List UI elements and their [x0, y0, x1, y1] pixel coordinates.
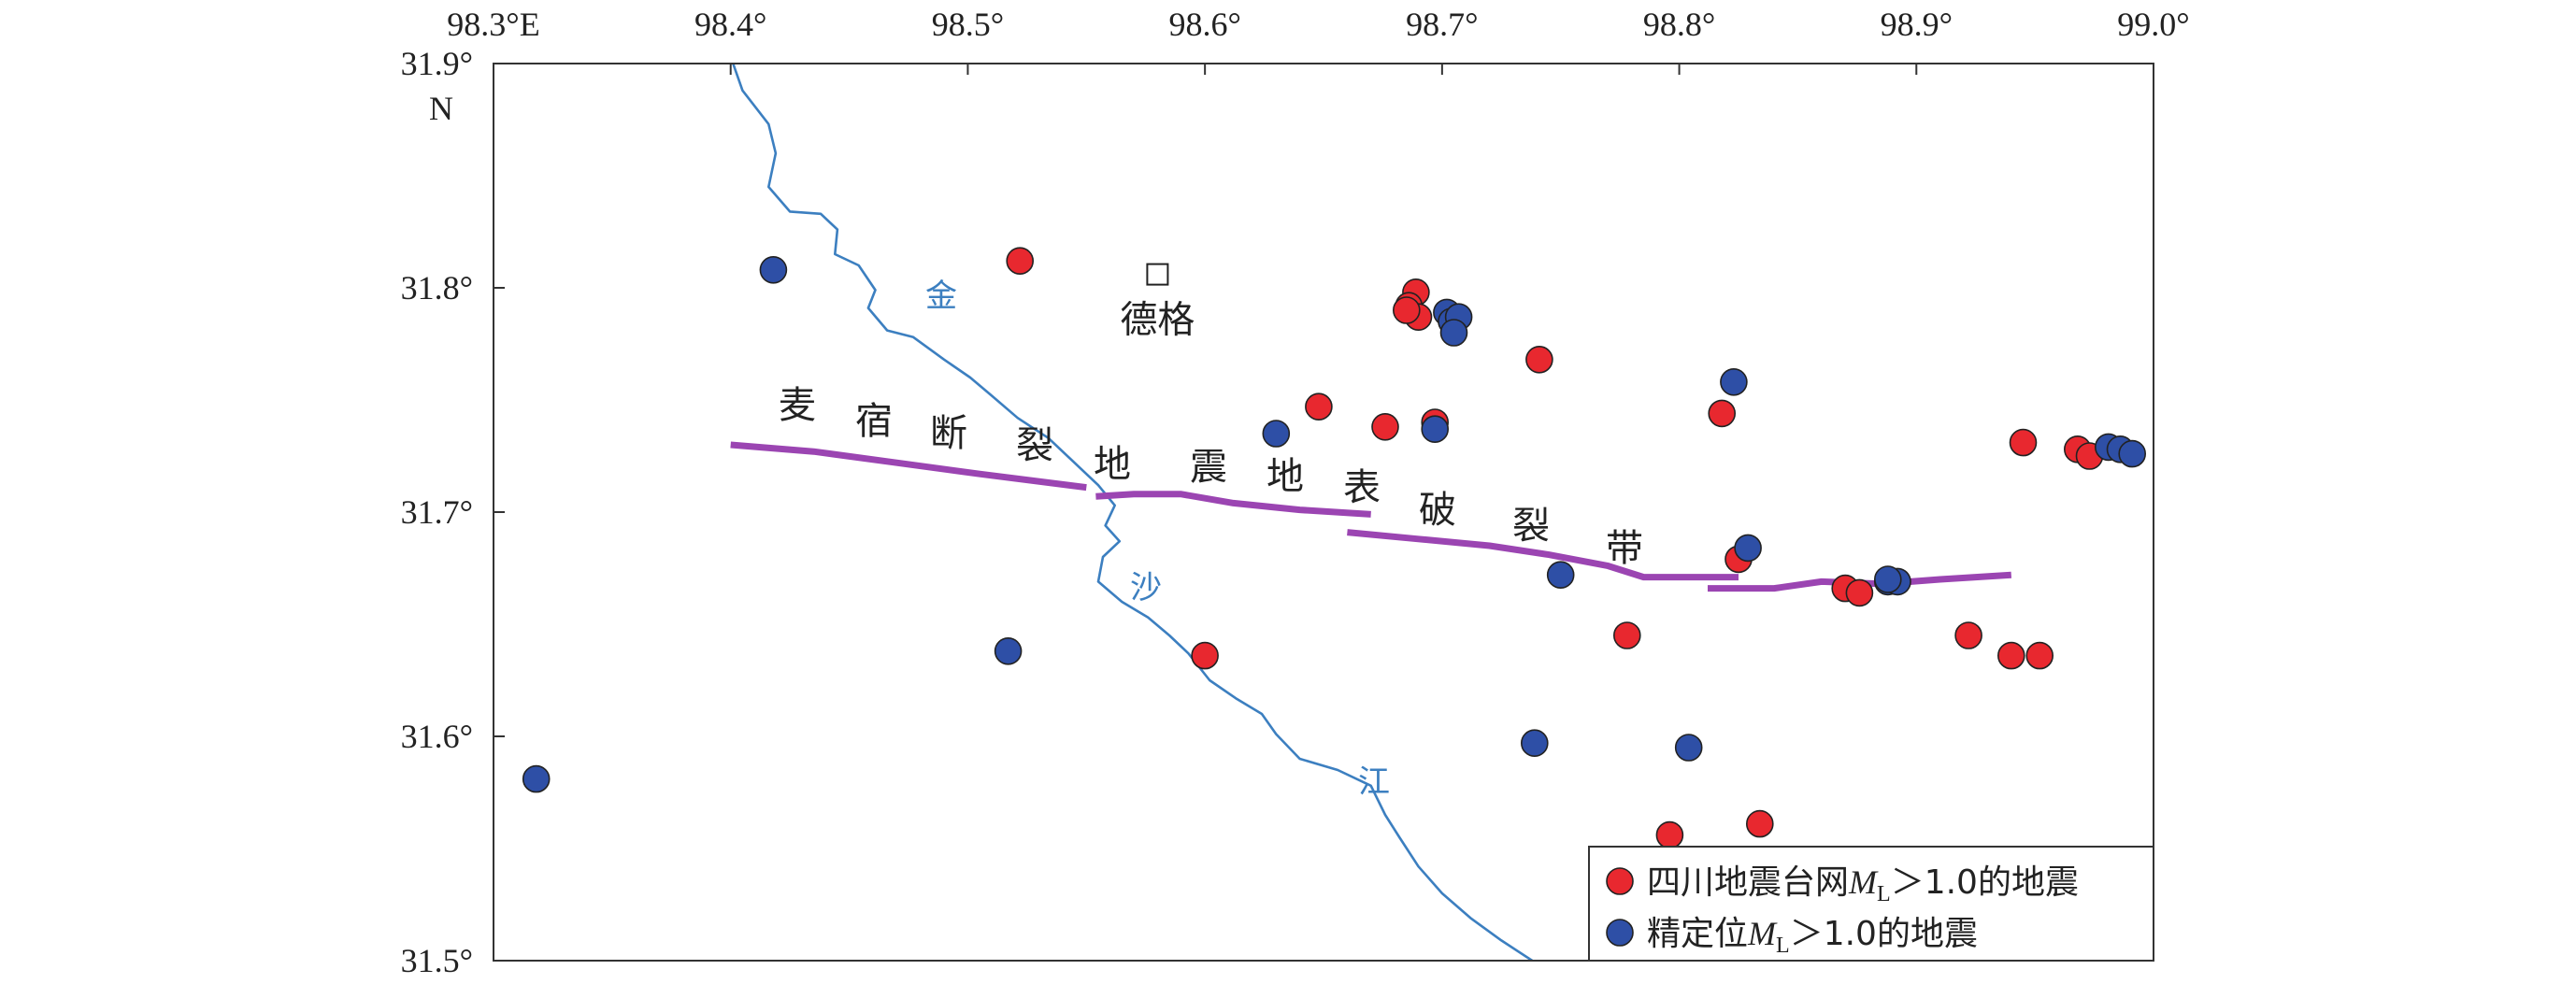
- earthquake-point-relocated: [994, 636, 1023, 665]
- x-tick-label: 98.8°: [1643, 6, 1715, 43]
- earthquake-point-relocated: [1262, 420, 1291, 448]
- river-name-char: 金: [925, 278, 957, 315]
- axis-ticks: 98.3°E 98.4° 98.5° 98.6° 98.7° 98.8° 98.9° 99.0…: [401, 6, 2190, 979]
- x-tick-label: 98.4°: [694, 6, 766, 43]
- earthquake-point-sichuan: [1613, 621, 1641, 649]
- x-tick-label: 99.0°: [2117, 6, 2189, 43]
- earthquake-point-sichuan: [2025, 641, 2054, 670]
- fault-name-char: 断: [930, 412, 967, 455]
- legend-entry: 精定位ML＞1.0的地震: [1647, 915, 1978, 958]
- earthquake-point-sichuan: [2009, 428, 2038, 457]
- fault-rupture-zone: [730, 441, 2012, 592]
- y-tick-label: 31.7°: [401, 493, 473, 531]
- legend-swatch: [1606, 919, 1634, 947]
- earthquake-point-relocated: [1874, 565, 1902, 593]
- legend-box: [1588, 846, 2154, 962]
- earthquake-point-sichuan: [1708, 399, 1736, 428]
- earthquake-point-relocated: [1734, 534, 1762, 563]
- fault-name-char: 震: [1190, 446, 1227, 489]
- fault-name-char: 破: [1419, 489, 1456, 532]
- north-label: N: [429, 90, 453, 127]
- legend-swatch: [1606, 867, 1634, 895]
- fault-segment: [1095, 491, 1371, 518]
- earthquake-point-relocated: [759, 255, 788, 284]
- fault-name-char: 地: [1094, 443, 1131, 486]
- earthquake-point-relocated: [1720, 367, 1748, 396]
- x-tick-label: 98.6°: [1168, 6, 1240, 43]
- map-labels: 德格金沙江麦宿断裂地震地表破 裂带: [779, 263, 1643, 801]
- town-marker: [1146, 263, 1169, 286]
- y-tick-label: 31.6°: [401, 718, 473, 755]
- earthquake-point-sichuan: [1191, 641, 1219, 670]
- fault-segment: [1347, 529, 1739, 581]
- earthquake-point-sichuan: [1371, 412, 1399, 441]
- earthquake-point-relocated: [1674, 734, 1703, 762]
- fault-name-char: 带: [1606, 527, 1643, 570]
- x-tick-label: 98.3°E: [447, 6, 539, 43]
- earthquake-point-relocated: [2118, 439, 2146, 468]
- legend-entry: 四川地震台网ML＞1.0的地震: [1647, 863, 2079, 906]
- earthquake-point-sichuan: [1393, 296, 1421, 324]
- earthquake-point-sichuan: [1655, 820, 1684, 849]
- earthquake-point-sichuan: [1305, 392, 1333, 421]
- town-label: 德格: [1120, 299, 1195, 342]
- fault-name-char: 裂: [1512, 505, 1550, 548]
- x-tick-label: 98.9°: [1881, 6, 1953, 43]
- earthquake-point-relocated: [1546, 561, 1575, 590]
- river-line: [732, 64, 1534, 961]
- jinsha-river: [732, 64, 1534, 961]
- x-tick-label: 98.7°: [1406, 6, 1478, 43]
- earthquake-point-sichuan: [1954, 621, 1982, 649]
- y-tick-label: 31.5°: [401, 942, 473, 979]
- earthquake-point-relocated: [522, 764, 551, 793]
- earthquake-point-sichuan: [1525, 345, 1553, 374]
- y-tick-label: 31.8°: [401, 269, 473, 307]
- earthquake-point-sichuan: [1997, 641, 2025, 670]
- earthquake-point-sichuan: [1845, 578, 1874, 607]
- earthquake-point-relocated: [1439, 319, 1468, 347]
- y-tick-label: 31.9°: [401, 45, 473, 82]
- river-name-char: 江: [1358, 763, 1390, 801]
- earthquake-point-sichuan: [1746, 809, 1774, 838]
- fault-name-char: 裂: [1016, 424, 1053, 467]
- fault-name-char: 表: [1343, 466, 1381, 509]
- earthquake-point-sichuan: [1006, 247, 1034, 276]
- fault-segment: [730, 441, 1087, 492]
- fault-name-char: 地: [1267, 455, 1304, 498]
- fault-name-char: 宿: [855, 400, 893, 443]
- fault-name-char: 麦: [779, 384, 816, 427]
- map-frame: [493, 63, 2154, 962]
- earthquake-point-relocated: [1421, 415, 1449, 444]
- river-name-char: 沙: [1130, 569, 1162, 606]
- earthquake-point-relocated: [1521, 729, 1549, 758]
- earthquake-points: [522, 247, 2146, 849]
- x-tick-label: 98.5°: [932, 6, 1004, 43]
